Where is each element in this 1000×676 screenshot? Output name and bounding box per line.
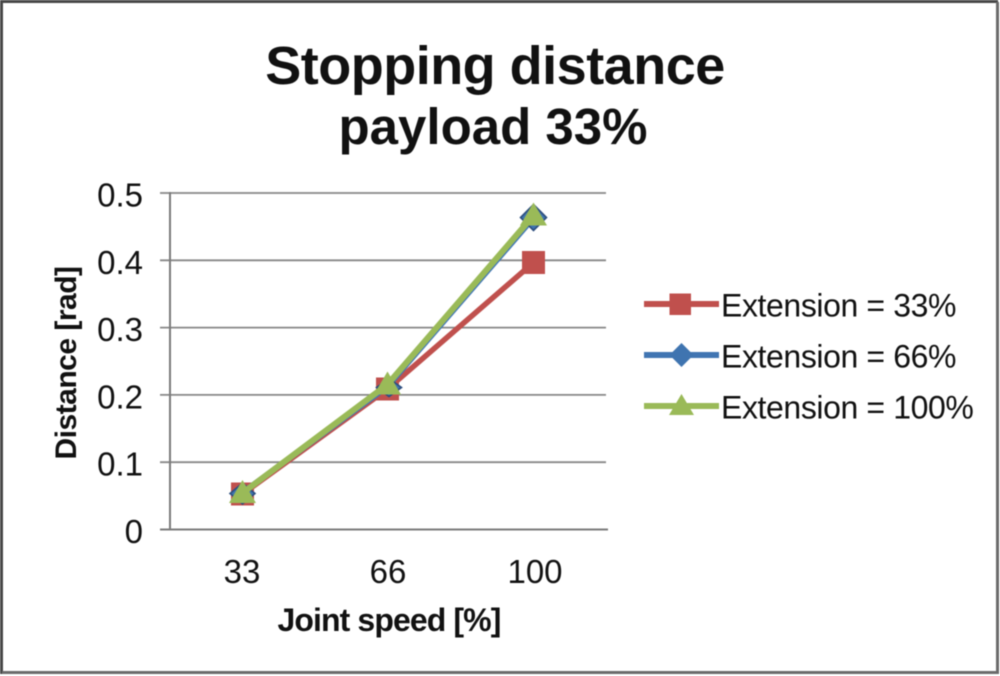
svg-text:Joint speed [%]: Joint speed [%] [278, 602, 501, 638]
svg-text:66: 66 [370, 553, 407, 590]
svg-text:33: 33 [224, 553, 261, 590]
svg-text:payload 33%: payload 33% [339, 98, 648, 155]
svg-text:Extension = 33%: Extension = 33% [721, 288, 956, 324]
svg-text:0.3: 0.3 [97, 311, 143, 348]
svg-text:0.5: 0.5 [97, 177, 143, 214]
svg-text:0.4: 0.4 [97, 244, 143, 281]
svg-text:Distance [rad]: Distance [rad] [50, 266, 83, 459]
svg-text:Extension = 66%: Extension = 66% [721, 339, 956, 375]
svg-text:0: 0 [125, 513, 143, 550]
svg-text:100: 100 [507, 553, 562, 590]
svg-text:Stopping distance: Stopping distance [265, 36, 725, 96]
svg-text:0.1: 0.1 [97, 446, 143, 483]
svg-text:Extension = 100%: Extension = 100% [721, 390, 973, 426]
svg-text:0.2: 0.2 [97, 378, 143, 415]
